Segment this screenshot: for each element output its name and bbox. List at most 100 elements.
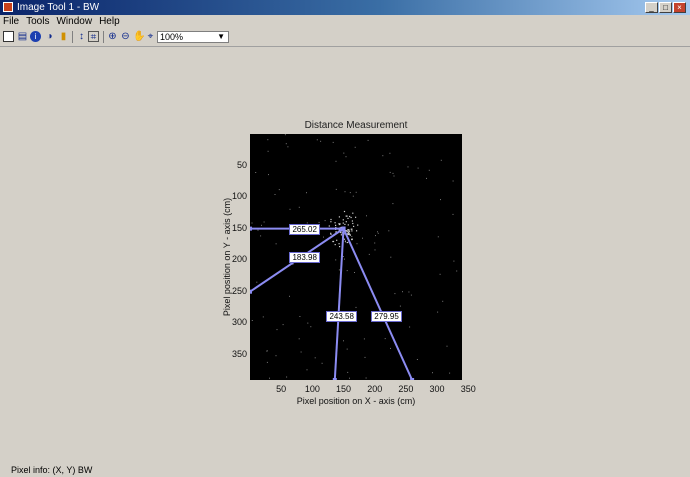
noise-speck xyxy=(388,230,390,232)
zoom-value: 100% xyxy=(160,32,184,42)
zoom-out-icon[interactable]: ⊖ xyxy=(121,31,130,42)
distance-endpoint-handle[interactable] xyxy=(341,226,346,231)
target-blob-speck xyxy=(349,234,351,236)
menu-help[interactable]: Help xyxy=(99,16,120,27)
noise-speck xyxy=(437,311,439,313)
noise-speck xyxy=(286,376,288,378)
noise-speck xyxy=(262,316,264,318)
menu-tools[interactable]: Tools xyxy=(26,16,50,27)
crop-icon[interactable]: ⌗ xyxy=(88,31,99,43)
y-axis-label: Pixel position on Y - axis (cm) xyxy=(222,197,232,317)
target-blob-speck xyxy=(339,223,341,225)
distance-label-1: 265.02 xyxy=(289,223,320,235)
contrast-icon[interactable]: ◑ xyxy=(46,31,53,42)
target-blob-speck xyxy=(348,233,350,236)
target-blob-speck xyxy=(342,222,344,224)
noise-speck xyxy=(409,326,411,328)
noise-speck xyxy=(282,324,284,326)
chevron-down-icon[interactable]: ▼ xyxy=(217,32,225,41)
menu-file[interactable]: File xyxy=(3,16,20,27)
noise-speck xyxy=(306,192,307,194)
y-tick-label: 100 xyxy=(231,191,247,202)
zoom-select[interactable]: 100% ▼ xyxy=(157,31,229,43)
target-blob-speck xyxy=(328,225,330,227)
noise-speck xyxy=(377,231,378,233)
noise-speck xyxy=(346,270,348,272)
noise-speck xyxy=(278,189,280,191)
target-blob-speck xyxy=(348,233,350,235)
distance-line-4[interactable] xyxy=(342,228,414,380)
zoom-in-icon[interactable]: ⊕ xyxy=(108,31,117,42)
noise-speck xyxy=(428,169,430,171)
noise-speck xyxy=(346,348,348,350)
noise-speck xyxy=(389,152,391,154)
noise-speck xyxy=(408,291,410,293)
target-blob-speck xyxy=(346,233,348,235)
noise-speck xyxy=(347,371,349,373)
target-blob-speck xyxy=(339,246,341,248)
noise-speck xyxy=(452,213,454,215)
pixel-region-icon[interactable]: ▮ xyxy=(60,31,67,42)
noise-speck xyxy=(344,191,346,193)
target-blob-speck xyxy=(347,231,349,233)
y-tick-label: 200 xyxy=(231,254,247,265)
noise-speck xyxy=(407,166,409,168)
distance-endpoint-handle[interactable] xyxy=(250,226,252,231)
menu-window[interactable]: Window xyxy=(56,16,93,27)
target-blob-speck xyxy=(340,226,342,229)
target-blob-speck xyxy=(352,212,354,214)
open-icon[interactable]: ▤ xyxy=(17,31,28,42)
noise-speck xyxy=(338,269,340,271)
noise-speck xyxy=(306,369,308,371)
noise-speck xyxy=(299,316,301,317)
noise-speck xyxy=(374,242,376,244)
noise-speck xyxy=(384,338,386,340)
measure-distance-icon[interactable]: ↕ xyxy=(79,31,84,42)
noise-speck xyxy=(256,281,258,283)
distance-endpoint-handle[interactable] xyxy=(410,378,415,380)
x-tick-label: 50 xyxy=(276,384,287,394)
noise-speck xyxy=(440,199,441,201)
target-blob-speck xyxy=(347,230,349,232)
noise-speck xyxy=(261,224,262,226)
noise-speck xyxy=(300,351,302,353)
noise-speck xyxy=(343,152,345,154)
target-blob-speck xyxy=(342,219,344,221)
target-blob-speck xyxy=(341,232,343,234)
pan-icon[interactable]: ✋ xyxy=(133,31,146,42)
target-blob-speck xyxy=(338,223,340,226)
distance-endpoint-handle[interactable] xyxy=(332,378,337,380)
y-tick-label: 50 xyxy=(236,159,247,170)
y-tick-label: 350 xyxy=(231,348,247,359)
target-blob-speck xyxy=(332,240,335,243)
noise-speck xyxy=(284,134,286,136)
noise-speck xyxy=(442,300,444,302)
distance-endpoint-handle[interactable] xyxy=(250,289,252,294)
x-tick-label: 300 xyxy=(429,384,445,394)
maximize-button[interactable]: □ xyxy=(659,2,672,13)
noise-speck xyxy=(374,249,376,251)
noise-speck xyxy=(364,356,366,358)
noise-speck xyxy=(343,340,344,342)
target-blob-speck xyxy=(348,230,351,232)
noise-speck xyxy=(393,175,395,177)
minimize-button[interactable]: _ xyxy=(645,2,658,13)
distance-line-3[interactable] xyxy=(333,228,345,380)
target-blob-speck xyxy=(346,230,348,232)
target-blob-speck xyxy=(330,232,332,234)
noise-speck xyxy=(342,256,344,257)
noise-speck xyxy=(287,146,289,148)
toolbar: ▤ i ◑ ▮ ↕ ⌗ ⊕ ⊖ ✋ ⌖ 100% ▼ xyxy=(0,28,690,47)
noise-speck xyxy=(375,235,376,237)
noise-speck xyxy=(321,362,323,364)
target-blob-speck xyxy=(349,233,351,236)
image-axes[interactable] xyxy=(250,134,462,380)
info-icon[interactable]: i xyxy=(30,31,41,42)
target-blob-speck xyxy=(345,215,347,217)
close-button[interactable]: × xyxy=(673,2,686,13)
noise-speck xyxy=(266,361,268,363)
y-tick-label: 150 xyxy=(231,222,247,233)
new-icon[interactable] xyxy=(3,31,14,42)
data-cursor-icon[interactable]: ⌖ xyxy=(147,31,154,42)
noise-speck xyxy=(354,146,356,148)
